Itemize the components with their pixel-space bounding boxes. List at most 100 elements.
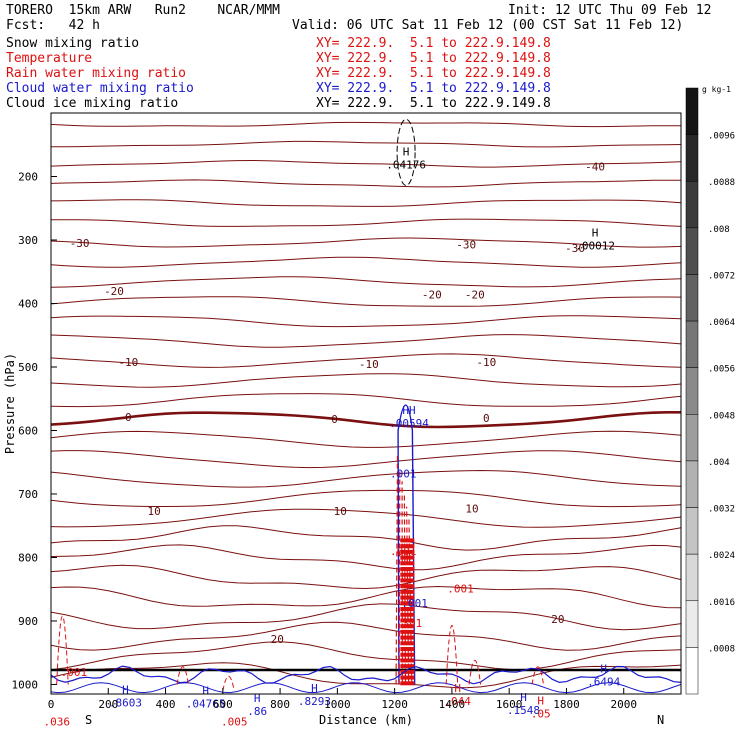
temperature-label: -40	[585, 160, 605, 173]
temperature-label: 0	[125, 411, 132, 424]
rain-water-contour	[176, 666, 189, 685]
temperature-contour-line	[50, 489, 682, 508]
x-axis-title: Distance (km)	[319, 713, 413, 727]
rain-core-segment	[400, 629, 415, 634]
maximum-value: .04176	[386, 158, 426, 171]
temperature-contour-line	[50, 525, 682, 551]
rain-core-segment	[400, 601, 415, 606]
temperature-contour-line	[50, 641, 682, 671]
field-xy-rain: XY= 222.9. 5.1 to 222.9.149.8	[316, 66, 551, 81]
temperature-label: -30	[70, 237, 90, 250]
maximum-value: .00012	[575, 240, 615, 253]
temperature-contour-line	[50, 256, 682, 268]
y-tick-label: 200	[18, 170, 38, 183]
maximum-marker: H	[311, 682, 318, 695]
rain-water-contour	[445, 625, 459, 685]
temperature-contour-line	[50, 621, 682, 651]
colorbar-segment	[685, 647, 699, 695]
cloud-water-column	[397, 404, 416, 685]
maximum-value: .001	[390, 545, 417, 558]
temperature-label: -20	[465, 289, 485, 302]
temperature-contour-line	[50, 159, 682, 168]
colorbar-label: .0008	[708, 644, 735, 654]
colorbar: .0096 .0088 .008 .0072 .0064 .0056 .0048 .004 .0…	[685, 85, 735, 695]
x-tick-label: 200	[98, 698, 118, 711]
temperature-contour-line	[50, 393, 682, 408]
cloud-water-band	[50, 665, 682, 685]
rain-core-segment	[400, 618, 415, 623]
x-tick-label: 1600	[496, 698, 523, 711]
maximum-value: .04765	[186, 698, 226, 711]
maximum-value: .1548	[507, 704, 540, 717]
temperature-label: 20	[271, 633, 284, 646]
field-xy-cloud-ice: XY= 222.9. 5.1 to 222.9.149.8	[316, 96, 551, 111]
temperature-contour-line	[50, 469, 682, 488]
rain-water-contour	[531, 666, 545, 685]
rain-core-segment	[400, 607, 415, 612]
x-tick-label: 600	[213, 698, 233, 711]
rain-core-segment	[400, 555, 415, 560]
field-name-temperature: Temperature	[6, 51, 93, 66]
temperature-contour-line	[50, 564, 682, 590]
colorbar-label: .0024	[708, 551, 735, 561]
rain-water-contour	[468, 660, 482, 685]
maximum-value: .05	[531, 708, 551, 721]
north-label: N	[657, 713, 664, 727]
maximum-marker: H	[520, 691, 527, 704]
temperature-label: -10	[476, 356, 496, 369]
temperature-contour-line	[50, 373, 682, 388]
temperature-contour-line	[50, 353, 682, 368]
colorbar-label: .008	[708, 225, 730, 235]
temperature-label: -30	[456, 238, 476, 251]
colorbar-label: .0072	[708, 271, 735, 281]
colorbar-unit: g kg-1	[702, 85, 731, 94]
x-tick-label: 1000	[324, 698, 351, 711]
maximum-marker: H	[122, 683, 129, 696]
rain-water-contour	[56, 615, 69, 685]
field-xy-temperature: XY= 222.9. 5.1 to 222.9.149.8	[316, 51, 551, 66]
maximum-marker: H	[254, 692, 261, 705]
colorbar-segment	[685, 87, 699, 135]
field-name-rain: Rain water mixing ratio	[6, 66, 187, 81]
rain-core-segment	[400, 681, 415, 686]
x-tick-label: 800	[270, 698, 290, 711]
temperature-contour-line	[50, 296, 682, 307]
rain-core-segment	[400, 612, 415, 617]
cloud-ice-contour	[396, 118, 416, 186]
x-tick-label: 1200	[381, 698, 408, 711]
field-name-cloud-water: Cloud water mixing ratio	[6, 81, 194, 96]
field-name-snow: Snow mixing ratio	[6, 36, 140, 51]
temperature-contour-line	[50, 450, 682, 469]
temperature-label: -10	[359, 358, 379, 371]
temperature-contour-line	[50, 199, 682, 207]
rain-core-segment	[400, 658, 415, 663]
x-tick-label: 0	[48, 698, 55, 711]
colorbar-segment	[685, 507, 699, 555]
x-tick-label: 400	[156, 698, 176, 711]
rain-core-segment	[400, 561, 415, 566]
temperature-label: 10	[465, 503, 478, 516]
rain-water-contour	[398, 468, 401, 685]
colorbar-label: .0088	[708, 178, 735, 188]
maximum-value: .8603	[109, 696, 142, 709]
colorbar-label: .0096	[708, 132, 735, 142]
colorbar-label: .0056	[708, 365, 735, 375]
colorbar-segment	[685, 134, 699, 182]
maximum-marker: H	[454, 682, 461, 695]
maximum-marker: H	[592, 227, 599, 240]
maximum-value: .044	[444, 695, 471, 708]
colorbar-segment	[685, 367, 699, 415]
maximum-value: .86	[247, 705, 267, 718]
maximum-value: .036	[43, 715, 70, 728]
temperature-contour-line	[50, 334, 682, 348]
temperature-contour-line	[50, 140, 682, 148]
maximum-value: .001	[447, 583, 474, 596]
init-time: Init: 12 UTC Thu 09 Feb 12	[508, 3, 712, 18]
x-tick-label: 2000	[610, 698, 637, 711]
rain-core-segment	[400, 635, 415, 640]
model-title: TORERO 15km ARW Run2 NCAR/MMM	[6, 3, 280, 18]
y-tick-label: 400	[18, 297, 38, 310]
field-name-cloud-ice: Cloud ice mixing ratio	[6, 96, 179, 111]
rain-core-segment	[400, 624, 415, 629]
south-label: S	[85, 713, 92, 727]
